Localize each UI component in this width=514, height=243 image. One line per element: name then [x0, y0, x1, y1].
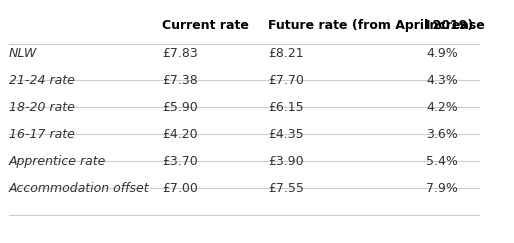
Text: £6.15: £6.15 [268, 102, 304, 114]
Text: £7.38: £7.38 [162, 74, 198, 87]
Text: Apprentice rate: Apprentice rate [9, 156, 106, 168]
Text: 4.9%: 4.9% [426, 47, 458, 61]
Text: 16-17 rate: 16-17 rate [9, 129, 75, 141]
Text: Increase: Increase [426, 19, 486, 32]
Text: 4.2%: 4.2% [426, 102, 458, 114]
Text: 3.6%: 3.6% [426, 129, 458, 141]
Text: 5.4%: 5.4% [426, 156, 458, 168]
Text: £7.00: £7.00 [162, 182, 198, 195]
Text: NLW: NLW [9, 47, 37, 61]
Text: £7.83: £7.83 [162, 47, 198, 61]
Text: 7.9%: 7.9% [426, 182, 458, 195]
Text: £7.70: £7.70 [268, 74, 304, 87]
Text: £5.90: £5.90 [162, 102, 198, 114]
Text: £8.21: £8.21 [268, 47, 304, 61]
Text: 4.3%: 4.3% [426, 74, 458, 87]
Text: £3.70: £3.70 [162, 156, 198, 168]
Text: £4.35: £4.35 [268, 129, 304, 141]
Text: 21-24 rate: 21-24 rate [9, 74, 75, 87]
Text: 18-20 rate: 18-20 rate [9, 102, 75, 114]
Text: £7.55: £7.55 [268, 182, 304, 195]
Text: Current rate: Current rate [162, 19, 249, 32]
Text: £4.20: £4.20 [162, 129, 198, 141]
Text: Future rate (from April 2019): Future rate (from April 2019) [268, 19, 473, 32]
Text: Accommodation offset: Accommodation offset [9, 182, 150, 195]
Text: £3.90: £3.90 [268, 156, 304, 168]
